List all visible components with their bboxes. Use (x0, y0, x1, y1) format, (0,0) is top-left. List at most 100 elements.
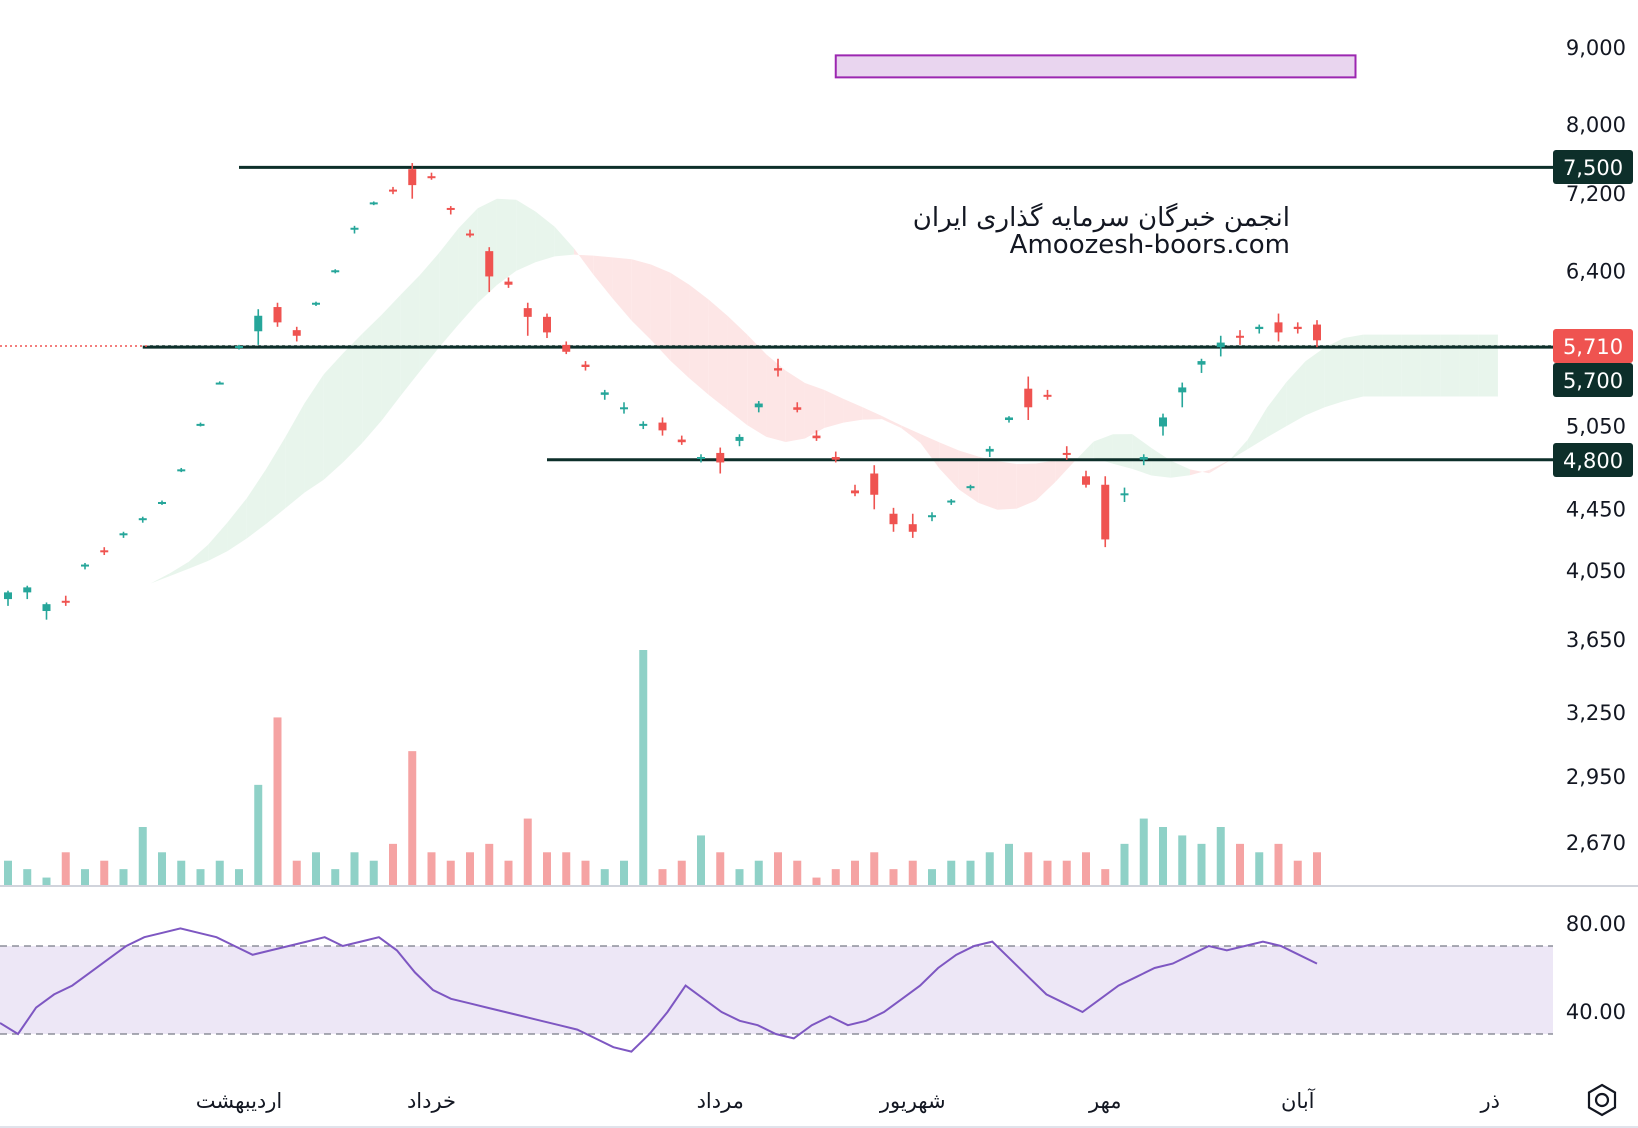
price-tick-label: 2,670 (1566, 831, 1626, 855)
cloud-segment (670, 272, 690, 379)
volume-bar (254, 784, 263, 886)
cloud-segment (1093, 434, 1113, 464)
volume-bar (235, 869, 243, 886)
candle-body (697, 456, 705, 459)
volume-bar (1082, 852, 1090, 886)
candle-body (81, 564, 89, 567)
cloud-segment (708, 299, 728, 411)
rsi-axis[interactable]: 80.00 40.00 (1566, 912, 1626, 1024)
candle-body (620, 407, 628, 410)
candle (369, 201, 378, 206)
volume-bar (1159, 827, 1167, 886)
price-pane[interactable]: انجمن خبرگان سرمایه گذاری ایران Amoozesh… (0, 54, 1553, 886)
volume-bar (331, 869, 340, 886)
candle (1024, 376, 1033, 421)
rsi-pane[interactable] (0, 927, 1553, 1053)
candle (581, 361, 590, 371)
cloud-segment (1401, 334, 1421, 397)
price-tick-label: 3,250 (1566, 701, 1626, 725)
volume-bar (639, 650, 648, 886)
month-label: شهریور (879, 1089, 946, 1113)
price-axis[interactable]: 9,000 8,000 7,200 6,400 5,050 4,450 4,050 3,650… (1566, 36, 1626, 855)
volume-bar (1005, 843, 1013, 886)
candle (908, 513, 917, 538)
candle (735, 434, 744, 447)
volume-bar (600, 869, 609, 886)
volume-bar (928, 869, 936, 886)
candle-body (427, 176, 436, 179)
volume-bar (1216, 827, 1225, 886)
candle-body (831, 456, 840, 460)
candle-body (523, 308, 532, 317)
volume-bar (697, 835, 705, 886)
candle (677, 435, 686, 445)
candle-body (562, 344, 571, 352)
cloud-segment (1016, 463, 1036, 509)
candle (1216, 335, 1225, 357)
candle-body (716, 452, 725, 463)
cloud-segment (689, 284, 709, 395)
volume-bar (485, 843, 494, 886)
candle-body (774, 368, 782, 371)
cloud-segment (400, 275, 420, 396)
candle (466, 229, 474, 238)
candle (985, 446, 994, 457)
month-label: ذر (1480, 1089, 1501, 1113)
candle (620, 402, 628, 414)
candle (23, 585, 32, 600)
candle (697, 454, 705, 463)
cloud-segment (535, 211, 555, 263)
candle-body (1159, 417, 1167, 427)
volume-bar (793, 860, 802, 886)
candle (523, 302, 532, 336)
candle-body (1062, 452, 1071, 455)
cloud-segment (824, 389, 844, 428)
volume-bar (273, 717, 282, 886)
volume-bar (312, 852, 320, 886)
volume-bar (81, 869, 89, 886)
cloud-segment (1343, 334, 1364, 402)
volume-bar (1236, 843, 1244, 886)
candle-body (1274, 322, 1283, 333)
candle (754, 401, 763, 413)
volume-bar (215, 860, 224, 886)
cloud-segment (843, 398, 863, 423)
rsi-indicator (0, 927, 1553, 1053)
price-tick-label: 5,050 (1566, 414, 1626, 438)
candle-body (504, 281, 513, 285)
price-badge (1553, 329, 1633, 363)
price-tick-label: 3,650 (1566, 628, 1626, 652)
candle-body (158, 501, 166, 504)
volume-bar (966, 860, 975, 886)
cloud-segment (150, 573, 170, 584)
candle-body (639, 423, 648, 426)
watermark-line1: انجمن خبرگان سرمایه گذاری ایران (913, 202, 1290, 233)
price-badge (1553, 443, 1633, 477)
price-tick-label: 4,450 (1566, 497, 1626, 521)
time-axis[interactable]: اردیبهشت خرداد مرداد شهریور مهر آبان ذر (196, 1088, 1500, 1113)
candle (100, 547, 109, 556)
candle-body (928, 515, 936, 518)
target-zone[interactable] (834, 54, 1357, 79)
volume-bar (1139, 818, 1148, 886)
candle (793, 402, 802, 413)
candle (1178, 382, 1187, 408)
candle (4, 590, 12, 606)
candle-body (735, 436, 744, 441)
cloud-segment (439, 228, 459, 348)
candle-body (908, 524, 917, 532)
candle-body (389, 189, 397, 192)
candle-body (889, 513, 898, 525)
candle (928, 512, 936, 522)
candle (158, 500, 166, 505)
volume-bar (1313, 852, 1321, 886)
candle-body (581, 364, 590, 367)
candle (947, 499, 956, 505)
candle-body (543, 316, 551, 333)
horizontal-levels (0, 165, 1553, 462)
gear-icon[interactable] (1587, 1083, 1617, 1117)
price-tick-label: 6,400 (1566, 259, 1626, 283)
candle (1197, 358, 1206, 373)
cloud-segment (323, 353, 343, 480)
price-badge-label: 5,700 (1563, 369, 1623, 393)
